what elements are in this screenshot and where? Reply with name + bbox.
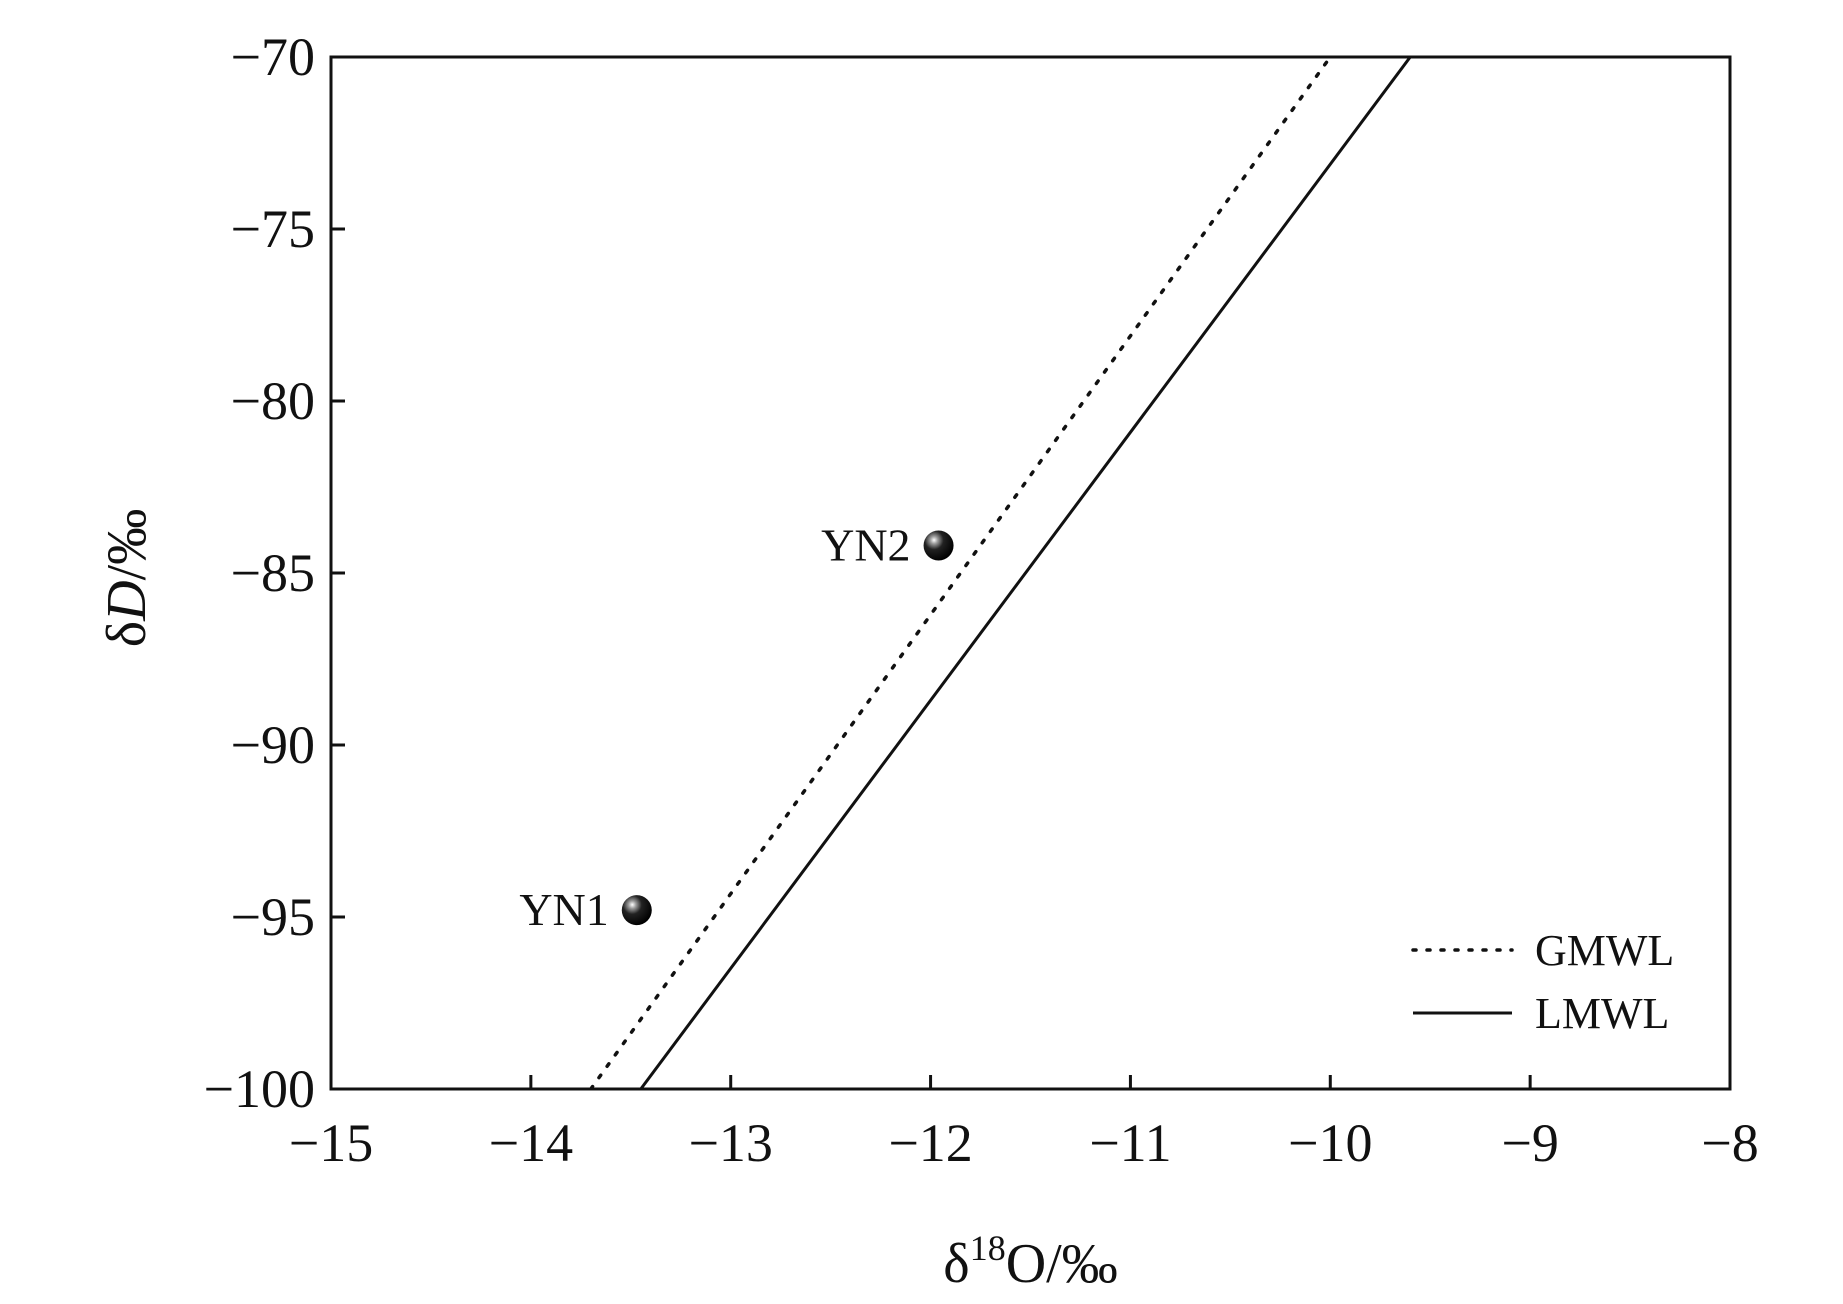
x-tick-label: −14 (489, 1113, 573, 1173)
x-tick-label: −10 (1288, 1113, 1372, 1173)
y-tick-label: −90 (231, 715, 315, 775)
lmwl-line (639, 57, 1412, 1089)
x-tick-label: −15 (289, 1113, 373, 1173)
y-tick-label: −95 (231, 887, 315, 947)
y-tick-label: −85 (231, 543, 315, 603)
x-axis-title: δ18O/‰ (943, 1228, 1117, 1295)
x-tick-label: −11 (1089, 1113, 1171, 1173)
gmwl-line (589, 57, 1333, 1089)
sample-point-yn1 (621, 895, 652, 926)
x-tick-label: −9 (1501, 1113, 1558, 1173)
x-tick-label: −13 (688, 1113, 772, 1173)
y-tick-label: −80 (231, 371, 315, 431)
y-tick-label: −100 (204, 1059, 315, 1119)
x-tick-label: −12 (888, 1113, 972, 1173)
legend-label-lmwl: LMWL (1535, 989, 1669, 1038)
sample-point-yn2 (923, 530, 954, 561)
y-tick-label: −70 (231, 27, 315, 87)
y-tick-label: −75 (231, 199, 315, 259)
y-axis-title: δD/‰ (96, 509, 158, 647)
legend-label-gmwl: GMWL (1535, 926, 1674, 975)
point-label-yn2: YN2 (821, 519, 910, 570)
x-tick-label: −8 (1701, 1113, 1758, 1173)
point-label-yn1: YN1 (519, 884, 608, 935)
